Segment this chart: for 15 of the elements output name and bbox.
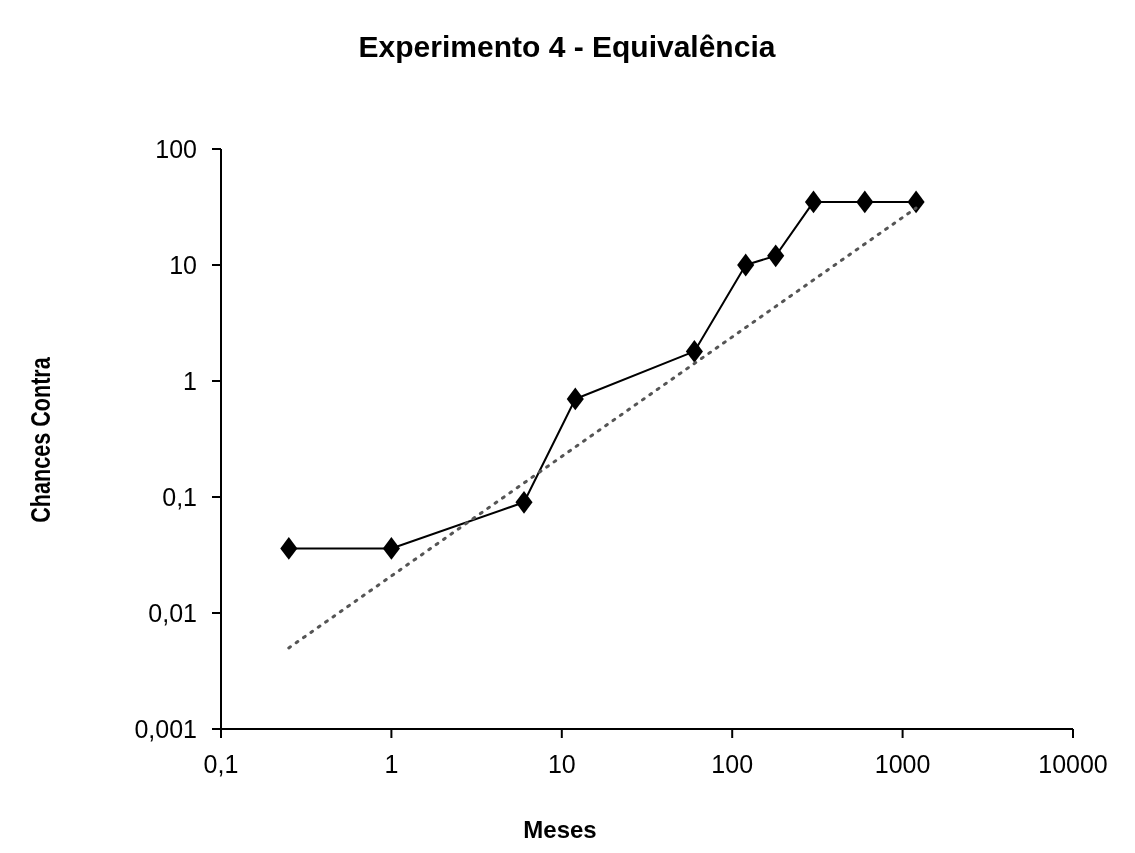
- y-tick-label: 0,1: [162, 483, 197, 511]
- y-tick-label: 0,01: [148, 599, 197, 627]
- chart-title: Experimento 4 - Equivalência: [358, 30, 776, 63]
- x-axis-title: Meses: [523, 816, 597, 843]
- x-tick-label: 1: [384, 750, 399, 778]
- y-tick-label: 0,001: [134, 715, 197, 743]
- x-tick-label: 100: [711, 750, 754, 778]
- y-axis-title: Chances Contra: [25, 356, 56, 523]
- y-tick-label: 1: [183, 367, 197, 395]
- x-tick-label: 10: [547, 750, 576, 778]
- y-tick-label: 100: [155, 135, 197, 163]
- y-tick-label: 10: [169, 251, 197, 279]
- x-tick-label: 0,1: [203, 750, 239, 778]
- x-tick-label: 1000: [874, 750, 931, 778]
- x-tick-label: 10000: [1038, 750, 1108, 778]
